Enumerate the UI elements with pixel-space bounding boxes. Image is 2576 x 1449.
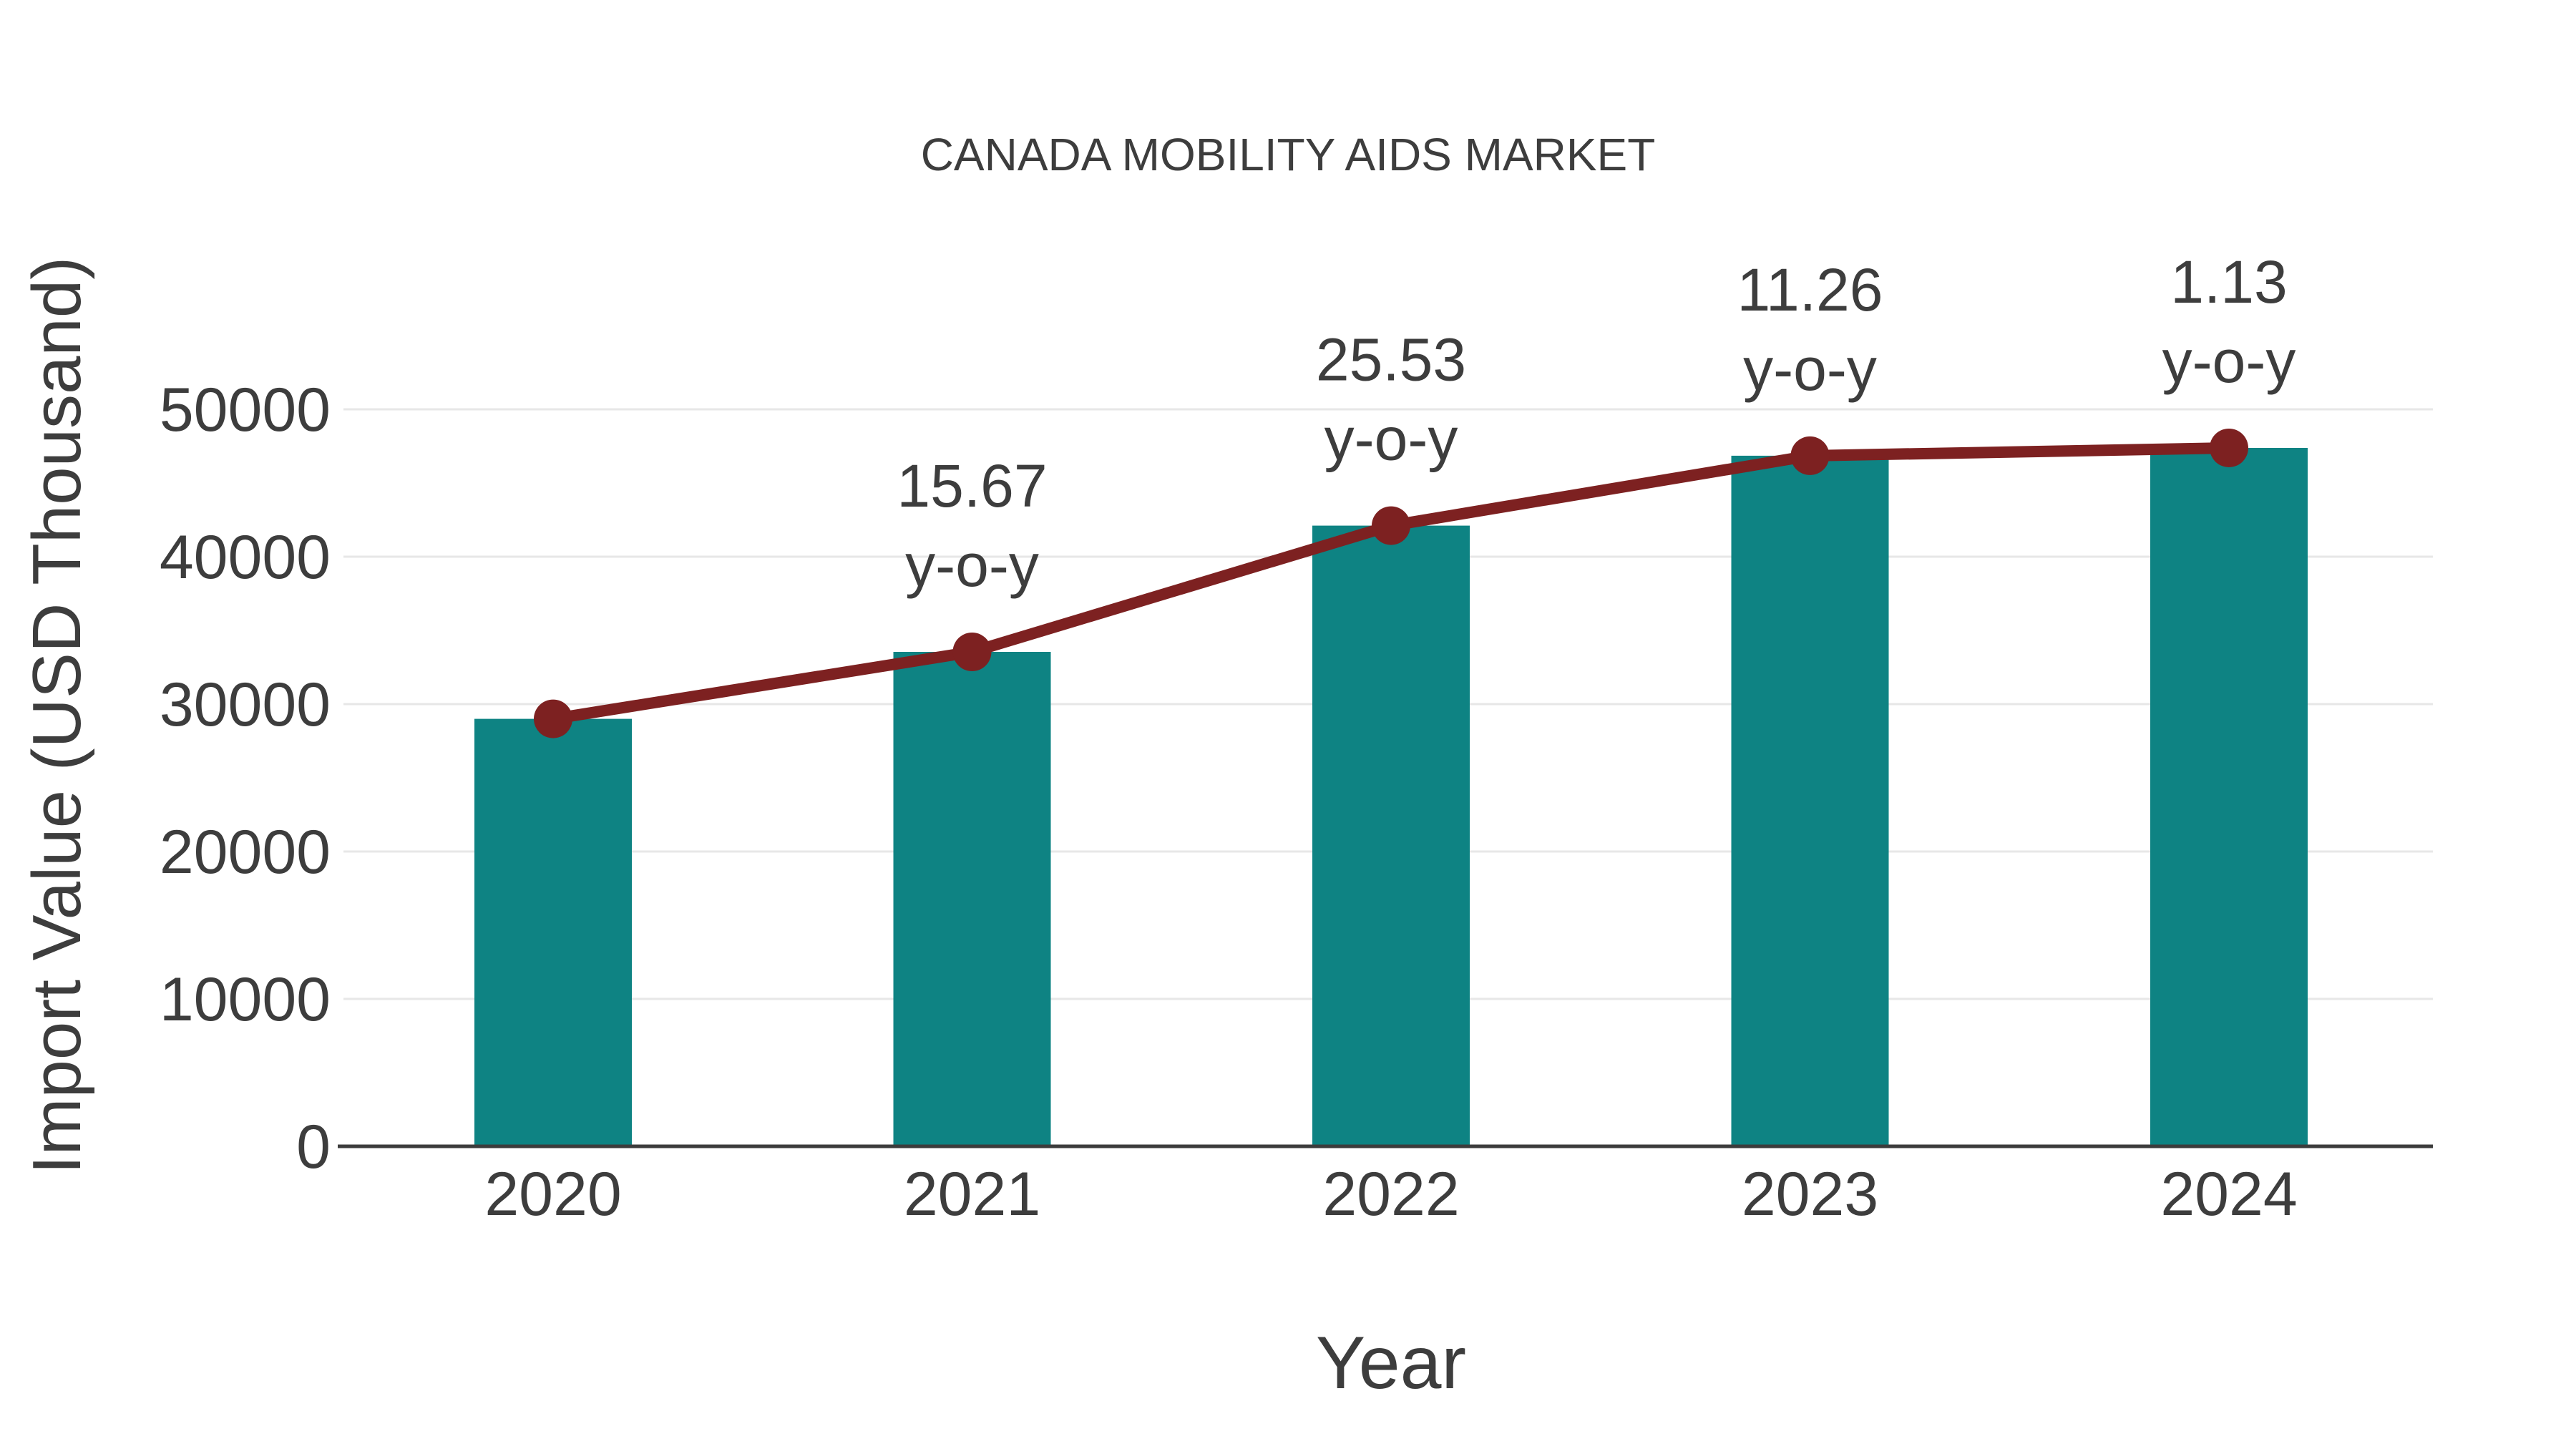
annotation-value-2022: 25.53 <box>1316 326 1466 394</box>
y-axis-tick-labels: 0 10000 20000 30000 40000 50000 <box>160 376 331 1181</box>
y-tick-label-30000: 30000 <box>160 670 331 739</box>
marker-2020 <box>534 699 572 738</box>
annotation-value-2024: 1.13 <box>2170 248 2288 316</box>
bar-2022 <box>1312 525 1470 1146</box>
chart-title: CANADA MOBILITY AIDS MARKET <box>921 129 1656 180</box>
annotation-label-2022: y-o-y <box>1324 406 1458 473</box>
annotation-label-2021: y-o-y <box>905 532 1039 599</box>
bar-2024 <box>2150 447 2308 1146</box>
annotation-value-2021: 15.67 <box>897 452 1047 519</box>
x-tick-label-2020: 2020 <box>484 1160 621 1229</box>
x-tick-label-2023: 2023 <box>1742 1160 1878 1229</box>
bar-series <box>474 447 2308 1146</box>
y-tick-label-40000: 40000 <box>160 523 331 592</box>
x-axis-title: Year <box>1316 1322 1466 1405</box>
x-axis-tick-labels: 2020 2021 2022 2023 2024 <box>484 1160 2297 1229</box>
marker-2022 <box>1372 506 1410 545</box>
x-tick-label-2021: 2021 <box>904 1160 1040 1229</box>
y-tick-label-20000: 20000 <box>160 818 331 887</box>
x-tick-label-2024: 2024 <box>2160 1160 2297 1229</box>
y-tick-label-50000: 50000 <box>160 376 331 444</box>
annotation-label-2023: y-o-y <box>1743 336 1877 403</box>
y-tick-label-10000: 10000 <box>160 965 331 1034</box>
bar-2020 <box>474 718 632 1146</box>
line-series <box>534 428 2248 738</box>
y-tick-label-0: 0 <box>296 1113 331 1181</box>
annotation-value-2023: 11.26 <box>1737 256 1883 323</box>
y-axis-title: Import Value (USD Thousand) <box>19 257 95 1174</box>
yoy-annotations: 15.67 y-o-y 25.53 y-o-y 11.26 y-o-y 1.13 y-o-y <box>897 248 2296 599</box>
marker-2024 <box>2210 428 2248 467</box>
annotation-label-2024: y-o-y <box>2162 328 2296 395</box>
marker-2023 <box>1790 436 1830 475</box>
x-tick-label-2022: 2022 <box>1322 1160 1459 1229</box>
marker-2021 <box>952 632 992 671</box>
bar-2021 <box>893 651 1051 1146</box>
bar-2023 <box>1731 455 1889 1146</box>
